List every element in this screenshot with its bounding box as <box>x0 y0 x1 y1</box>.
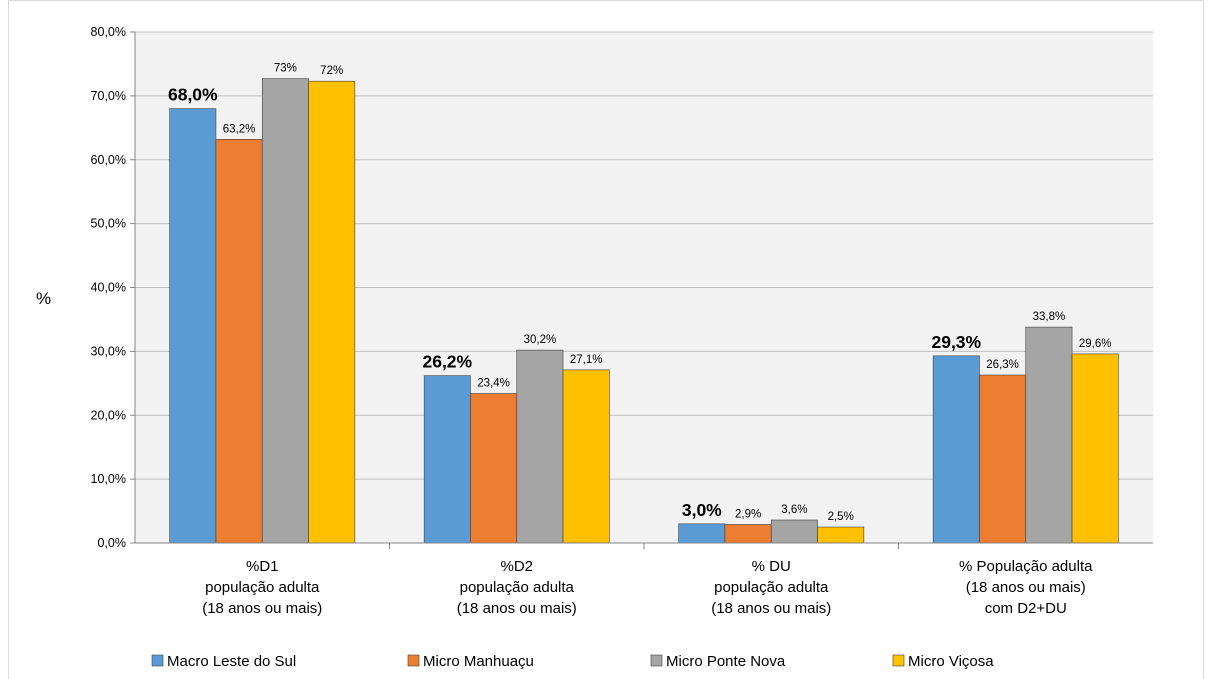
category-label: (18 anos ou mais) <box>457 600 577 617</box>
data-label: 33,8% <box>1033 311 1066 323</box>
y-tick-label: 60,0% <box>91 153 126 167</box>
data-label: 63,2% <box>223 123 256 135</box>
legend-swatch <box>650 654 663 667</box>
bar <box>678 523 726 544</box>
bar <box>724 524 772 544</box>
bar <box>562 369 610 544</box>
category-label: (18 anos ou mais) <box>711 600 831 617</box>
data-label: 72% <box>320 65 343 77</box>
legend-label: Micro Manhuaçu <box>423 653 534 670</box>
y-tick-label: 30,0% <box>91 344 126 358</box>
y-axis-label: % <box>36 289 51 308</box>
legend-label: Micro Viçosa <box>908 653 994 670</box>
category-label: %D1 <box>246 558 279 575</box>
category-label: %D2 <box>500 558 533 575</box>
chart-frame <box>8 0 1204 679</box>
category-label: (18 anos ou mais) <box>202 600 322 617</box>
category-label: % DU <box>752 558 791 575</box>
y-tick-label: 10,0% <box>91 472 126 486</box>
bar <box>932 355 980 544</box>
bar <box>979 374 1027 544</box>
category-label: % População adulta <box>959 558 1093 575</box>
bar <box>423 375 471 544</box>
data-label: 23,4% <box>477 378 510 390</box>
data-label: 29,6% <box>1079 338 1112 350</box>
y-tick-label: 20,0% <box>91 408 126 422</box>
legend-swatch <box>151 654 164 667</box>
category-label: população adulta <box>714 579 829 596</box>
category-label: população adulta <box>460 579 575 596</box>
legend-swatch <box>892 654 905 667</box>
category-label: população adulta <box>205 579 320 596</box>
bar <box>470 393 518 544</box>
y-tick-label: 70,0% <box>91 89 126 103</box>
y-tick-label: 40,0% <box>91 281 126 295</box>
data-label: 2,9% <box>735 508 761 520</box>
data-label: 27,1% <box>570 354 603 366</box>
bar <box>770 519 818 544</box>
legend-swatch <box>407 654 420 667</box>
data-label: 26,3% <box>986 359 1019 371</box>
bar <box>817 526 865 544</box>
category-label: (18 anos ou mais) <box>966 579 1086 596</box>
y-tick-label: 0,0% <box>98 536 127 550</box>
legend-label: Micro Ponte Nova <box>666 653 786 670</box>
bar <box>1071 353 1119 544</box>
data-label: 2,5% <box>828 511 854 523</box>
category-label: com D2+DU <box>985 600 1067 617</box>
legend-label: Macro Leste do Sul <box>167 653 296 670</box>
data-label: 68,0% <box>168 85 218 105</box>
bar <box>1025 326 1073 544</box>
y-tick-label: 80,0% <box>91 25 126 39</box>
data-label: 26,2% <box>422 352 472 372</box>
data-label: 3,0% <box>682 500 722 520</box>
data-label: 3,6% <box>781 504 807 516</box>
data-label: 29,3% <box>931 332 981 352</box>
bar <box>516 349 564 544</box>
y-tick-label: 50,0% <box>91 217 126 231</box>
data-label: 30,2% <box>524 334 557 346</box>
bar <box>261 78 309 544</box>
bar <box>308 80 356 544</box>
bar <box>169 108 217 544</box>
data-label: 73% <box>274 63 297 75</box>
bar <box>215 139 263 544</box>
